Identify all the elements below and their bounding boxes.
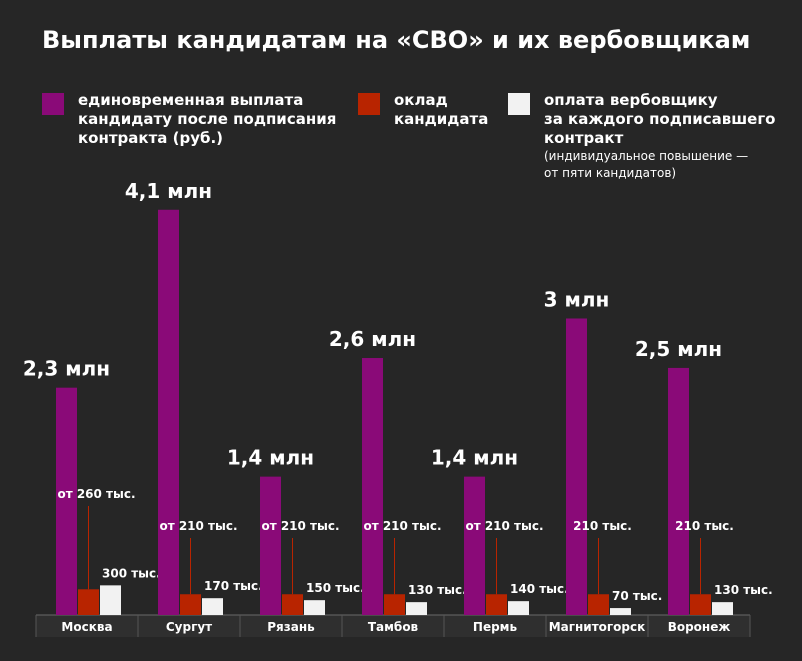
data-label-lump-sum-5: 1,4 млн [431, 446, 518, 470]
data-label-lump-sum-3: 1,4 млн [227, 446, 314, 470]
data-label-salary-6: 210 тыс. [573, 519, 632, 533]
legend-note-line-1: (индивидуальное повышение — [544, 149, 748, 163]
data-label-recruiter-5: 140 тыс. [510, 582, 569, 596]
data-label-lump-sum-6: 3 млн [544, 287, 610, 311]
category-label-5: Пермь [473, 620, 518, 634]
bar-1-5 [464, 476, 485, 615]
data-label-recruiter-7: 130 тыс. [714, 583, 773, 597]
data-label-recruiter-2: 170 тыс. [204, 579, 263, 593]
bar-1-2 [158, 209, 179, 615]
bar-3-1 [100, 585, 121, 615]
category-label-7: Воронеж [668, 620, 731, 634]
bar-3-6 [610, 608, 631, 615]
legend-label-1-line-3: контракта (руб.) [78, 129, 223, 147]
bar-2-4 [384, 594, 405, 615]
bar-1-1 [56, 387, 77, 615]
bar-3-4 [406, 602, 427, 615]
bar-3-7 [712, 602, 733, 615]
x-axis-band [36, 615, 750, 637]
bar-3-5 [508, 601, 529, 615]
legend-label-2-line-1: оклад [394, 91, 448, 109]
legend-label-1-line-1: единовременная выплата [78, 91, 303, 109]
legend-label-3-line-1: оплата вербовщику [544, 91, 718, 109]
category-label-4: Тамбов [368, 620, 419, 634]
data-label-salary-7: 210 тыс. [675, 519, 734, 533]
bar-2-2 [180, 594, 201, 615]
bar-2-3 [282, 594, 303, 615]
bar-3-3 [304, 600, 325, 615]
data-label-recruiter-1: 300 тыс. [102, 566, 161, 580]
data-label-recruiter-3: 150 тыс. [306, 581, 365, 595]
legend-swatch-2 [358, 93, 380, 115]
data-label-lump-sum-4: 2,6 млн [329, 327, 416, 351]
category-label-6: Магнитогорск [549, 620, 646, 634]
data-label-salary-4: от 210 тыс. [363, 519, 441, 533]
bar-1-7 [668, 367, 689, 615]
category-label-1: Москва [61, 620, 112, 634]
legend-swatch-1 [42, 93, 64, 115]
bar-2-5 [486, 594, 507, 615]
legend-label-2-line-2: кандидата [394, 110, 488, 128]
legend-swatch-3 [508, 93, 530, 115]
legend-label-3-line-3: контракт [544, 129, 624, 147]
data-label-recruiter-4: 130 тыс. [408, 583, 467, 597]
bar-2-6 [588, 594, 609, 615]
data-label-salary-5: от 210 тыс. [465, 519, 543, 533]
legend-label-1-line-2: кандидату после подписания [78, 110, 336, 128]
legend-note-line-2: от пяти кандидатов) [544, 166, 676, 180]
data-label-lump-sum-1: 2,3 млн [23, 357, 110, 381]
chart-title: Выплаты кандидатам на «СВО» и их вербовщ… [42, 26, 750, 54]
bar-1-6 [566, 318, 587, 615]
data-label-lump-sum-2: 4,1 млн [125, 179, 212, 203]
data-label-salary-3: от 210 тыс. [261, 519, 339, 533]
bar-1-3 [260, 476, 281, 615]
category-label-3: Рязань [267, 620, 315, 634]
category-label-2: Сургут [166, 620, 212, 634]
data-label-salary-2: от 210 тыс. [159, 519, 237, 533]
bar-2-7 [690, 594, 711, 615]
data-label-recruiter-6: 70 тыс. [612, 589, 662, 603]
data-label-lump-sum-7: 2,5 млн [635, 337, 722, 361]
bar-3-2 [202, 598, 223, 615]
legend-label-3-line-2: за каждого подписавшего [544, 110, 775, 128]
bar-1-4 [362, 358, 383, 615]
data-label-salary-1: от 260 тыс. [57, 487, 135, 501]
bar-2-1 [78, 589, 99, 615]
